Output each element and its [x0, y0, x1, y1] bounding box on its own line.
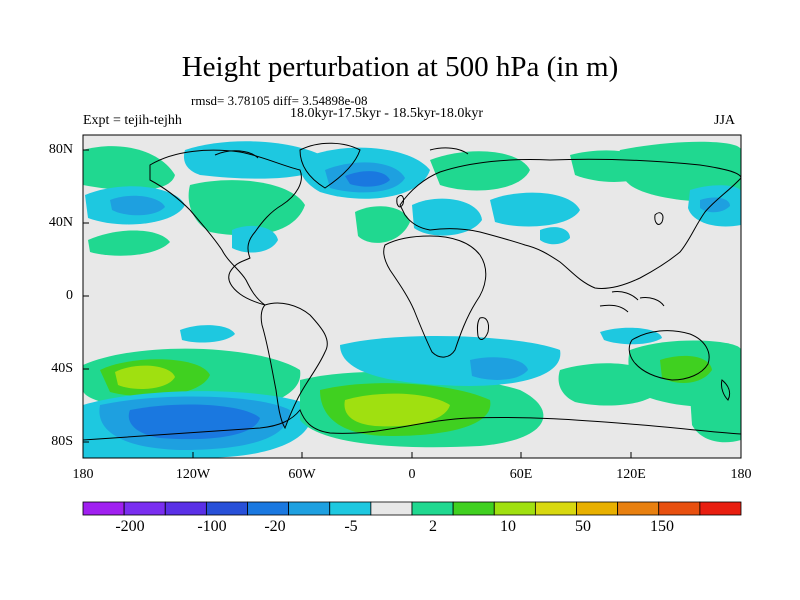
- coastline-greenland: [299, 142, 361, 189]
- colorbar-label: -5: [344, 518, 358, 535]
- anomaly-region-negative: [540, 227, 570, 245]
- y-tick-label: 80N: [48, 142, 73, 157]
- coastline-arctic-islands: [214, 147, 469, 159]
- coastlines: [82, 142, 742, 441]
- colorbar-swatch: [205, 501, 248, 516]
- colorbar-label: 50: [575, 518, 591, 535]
- anomaly-field: [83, 141, 741, 458]
- colorbar-label: -200: [115, 518, 145, 535]
- x-tick-label: 60E: [509, 467, 533, 482]
- colorbar-label: 150: [650, 518, 674, 535]
- anomaly-region-positive: [660, 355, 712, 383]
- anomaly-region-positive: [690, 391, 741, 443]
- axis-ticks: [82, 149, 742, 458]
- anomaly-region-negative: [600, 327, 662, 345]
- x-tick-label: 0: [408, 467, 416, 482]
- anomaly-region-negative: [232, 225, 278, 253]
- coastline-australia: [628, 330, 710, 381]
- colorbar-swatch: [123, 501, 166, 516]
- coastline-north-america: [149, 149, 302, 306]
- coastline-new-zealand: [721, 379, 731, 401]
- anomaly-region-positive: [188, 180, 305, 236]
- coastline-japan: [654, 212, 664, 225]
- colorbar-label: -100: [197, 518, 227, 535]
- anomaly-region-negative: [180, 325, 235, 343]
- y-tick-label: 40S: [51, 361, 73, 376]
- anomaly-region-positive: [88, 230, 170, 256]
- y-tick-label: 80S: [51, 434, 73, 449]
- x-tick-label: 180: [730, 467, 752, 482]
- coastline-south-america: [260, 302, 328, 430]
- coastline-madagascar: [476, 317, 489, 340]
- anomaly-region-positive: [83, 146, 175, 191]
- colorbar-swatch: [411, 501, 454, 516]
- experiment-label: Expt = tejih-tejhh: [83, 113, 182, 128]
- coastline-eurasia: [399, 158, 742, 289]
- colorbar-label: 2: [429, 518, 437, 535]
- anomaly-region-positive: [355, 206, 410, 243]
- colorbar-swatch: [576, 501, 619, 516]
- anomaly-region-negative: [490, 192, 580, 227]
- y-tick-label: 0: [66, 288, 73, 303]
- colorbar-swatch: [247, 501, 290, 516]
- colorbar-swatch: [164, 501, 207, 516]
- coastline-africa: [383, 235, 487, 358]
- stats-line: rmsd= 3.78105 diff= 3.54898e-08: [191, 93, 368, 108]
- periods-line: 18.0kyr-17.5kyr - 18.5kyr-18.0kyr: [290, 106, 484, 121]
- coastline-antarctica: [82, 409, 742, 441]
- plot-title: Height perturbation at 500 hPa (in m): [181, 51, 619, 83]
- season-label: JJA: [714, 113, 736, 128]
- x-tick-label: 120E: [616, 467, 646, 482]
- colorbar-label: -20: [264, 518, 286, 535]
- colorbar-swatch: [617, 501, 660, 516]
- colorbar-swatch: [82, 501, 125, 516]
- x-tick-label: 180: [72, 467, 94, 482]
- coastline-uk: [396, 195, 404, 208]
- anomaly-region-positive: [430, 151, 530, 191]
- anomaly-region-negative: [345, 171, 390, 187]
- anomaly-region-negative: [470, 357, 528, 380]
- anomaly-region-positive: [344, 393, 450, 427]
- colorbar-label: 10: [500, 518, 516, 535]
- colorbar-swatch: [452, 501, 495, 516]
- coastline-maritime: [599, 291, 665, 313]
- colorbar-swatch: [658, 501, 701, 516]
- colorbar-swatch: [534, 501, 577, 516]
- colorbar-swatch: [329, 501, 372, 516]
- colorbar-swatch: [493, 501, 536, 516]
- colorbar: [82, 501, 742, 516]
- x-tick-label: 120W: [175, 467, 211, 482]
- colorbar-swatch: [699, 501, 742, 516]
- anomaly-region-positive: [115, 365, 175, 389]
- anomaly-region-negative: [110, 195, 165, 216]
- colorbar-swatch: [288, 501, 331, 516]
- y-tick-label: 40N: [48, 215, 73, 230]
- colorbar-swatch: [370, 501, 413, 516]
- anomaly-region-negative: [412, 198, 482, 236]
- x-tick-label: 60W: [288, 467, 316, 482]
